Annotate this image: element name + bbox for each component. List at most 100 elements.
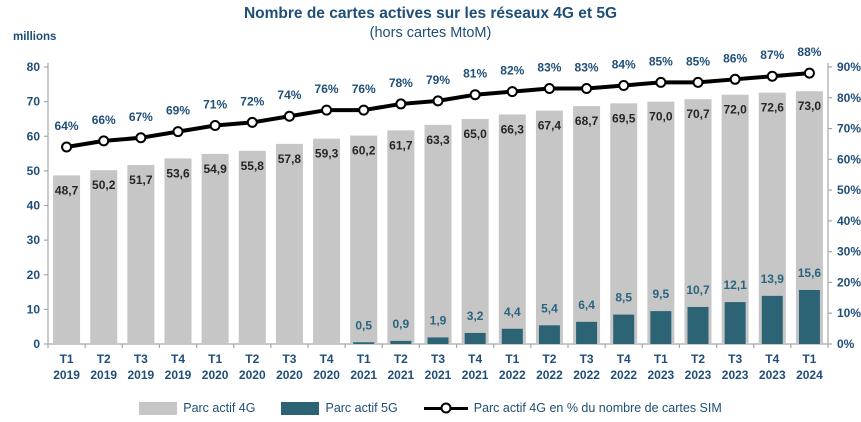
bar-4g-value-label: 73,0 (798, 99, 822, 113)
pct-line-marker (581, 83, 593, 95)
bar-5g-value-label: 5,4 (541, 301, 558, 315)
x-axis-label-year: 2021 (350, 368, 377, 382)
x-axis-label-year: 2020 (313, 368, 340, 382)
bar-5g-value-label: 15,6 (798, 266, 822, 280)
x-axis-label-year: 2024 (796, 368, 823, 382)
x-axis-label-year: 2019 (165, 368, 192, 382)
x-axis-label-quarter: T1 (357, 352, 371, 366)
x-axis-label-year: 2021 (462, 368, 489, 382)
x-axis-label-year: 2021 (388, 368, 415, 382)
pct-value-label: 72% (240, 94, 264, 108)
pct-value-label: 86% (723, 51, 747, 65)
pct-line-marker (432, 95, 444, 107)
bar-5g (687, 306, 709, 344)
right-axis-tick-label: 60% (837, 152, 861, 166)
pct-value-label: 83% (537, 61, 561, 75)
bar-5g (501, 328, 523, 344)
legend-pct-label: Parc actif 4G en % du nombre de cartes S… (473, 401, 722, 415)
bar-4g-value-label: 70,0 (649, 110, 673, 124)
pct-line-marker (283, 110, 295, 122)
pct-line-marker (98, 135, 110, 147)
bar-4g (275, 143, 303, 344)
bar-4g-value-label: 57,8 (278, 152, 302, 166)
bar-5g (464, 332, 486, 344)
pct-value-label: 74% (277, 88, 301, 102)
x-axis-label-quarter: T1 (802, 352, 816, 366)
pct-value-label: 69% (166, 104, 190, 118)
legend-5g-label: Parc actif 5G (325, 401, 398, 415)
pct-line-marker (692, 76, 704, 88)
bar-4g-value-label: 66,3 (501, 122, 525, 136)
right-axis-tick-label: 0% (837, 337, 855, 351)
x-axis-label-quarter: T4 (765, 352, 779, 366)
bar-4g (573, 106, 601, 344)
bar-4g (684, 99, 712, 344)
bar-5g (724, 302, 746, 344)
bar-4g-value-label: 61,7 (389, 138, 413, 152)
legend-4g-label: Parc actif 4G (183, 401, 256, 415)
bar-4g-value-label: 72,0 (723, 103, 747, 117)
bar-5g-value-label: 0,5 (355, 318, 372, 332)
x-axis-label-quarter: T3 (431, 352, 445, 366)
pct-value-label: 76% (352, 82, 376, 96)
pct-line-marker (655, 76, 667, 88)
bar-4g (461, 118, 489, 344)
legend-item-5g: Parc actif 5G (281, 401, 398, 415)
x-axis-label-quarter: T2 (542, 352, 556, 366)
right-axis-tick-label: 70% (837, 122, 861, 136)
x-axis-label-quarter: T2 (394, 352, 408, 366)
pct-value-label: 81% (463, 67, 487, 81)
bar-5g-value-label: 12,1 (723, 278, 747, 292)
pct-value-label: 88% (797, 45, 821, 59)
right-axis-tick-label: 80% (837, 91, 861, 105)
pct-value-label: 71% (203, 97, 227, 111)
x-axis-label-year: 2020 (202, 368, 229, 382)
pct-line-marker (246, 116, 258, 128)
bar-4g-value-label: 54,9 (203, 162, 227, 176)
x-axis-label-year: 2022 (610, 368, 637, 382)
x-axis-label-year: 2021 (425, 368, 452, 382)
bar-5g (798, 289, 820, 344)
pct-line-marker (469, 89, 481, 101)
x-axis-label-quarter: T4 (468, 352, 482, 366)
bar-5g-value-label: 10,7 (686, 283, 710, 297)
x-axis-label-quarter: T4 (617, 352, 631, 366)
bar-4g (610, 103, 638, 344)
bar-5g (538, 325, 560, 344)
x-axis-label-year: 2019 (128, 368, 155, 382)
pct-line-marker (729, 73, 741, 85)
x-axis-label-quarter: T1 (60, 352, 74, 366)
bar-4g-value-label: 63,3 (426, 133, 450, 147)
x-axis-label-quarter: T3 (282, 352, 296, 366)
left-axis-tick-label: 80 (27, 60, 41, 74)
pct-value-label: 85% (686, 54, 710, 68)
pct-value-label: 78% (389, 76, 413, 90)
pct-value-label: 67% (129, 110, 153, 124)
right-axis-tick-label: 10% (837, 306, 861, 320)
pct-value-label: 84% (612, 57, 636, 71)
pct-line-marker (209, 119, 221, 131)
bar-4g (238, 150, 266, 344)
pct-line-marker (803, 67, 815, 79)
left-axis-tick-label: 40 (27, 199, 41, 213)
pct-line-marker (358, 104, 370, 116)
pct-value-label: 66% (92, 113, 116, 127)
bar-5g-value-label: 0,9 (393, 317, 410, 331)
bar-4g-value-label: 67,4 (538, 119, 562, 133)
x-axis-label-year: 2023 (648, 368, 675, 382)
bar-5g-value-label: 1,9 (430, 313, 447, 327)
x-axis-label-year: 2020 (276, 368, 303, 382)
x-axis-label-quarter: T3 (580, 352, 594, 366)
bar-4g-value-label: 65,0 (463, 127, 487, 141)
bar-4g (164, 158, 192, 344)
bar-4g-value-label: 50,2 (92, 178, 116, 192)
bar-5g (761, 295, 783, 344)
left-axis-tick-label: 10 (27, 302, 41, 316)
bar-4g (498, 114, 526, 344)
pct-value-label: 82% (500, 64, 524, 78)
bar-4g-value-label: 51,7 (129, 173, 153, 187)
pct-value-label: 85% (649, 54, 673, 68)
bar-5g (613, 314, 635, 344)
